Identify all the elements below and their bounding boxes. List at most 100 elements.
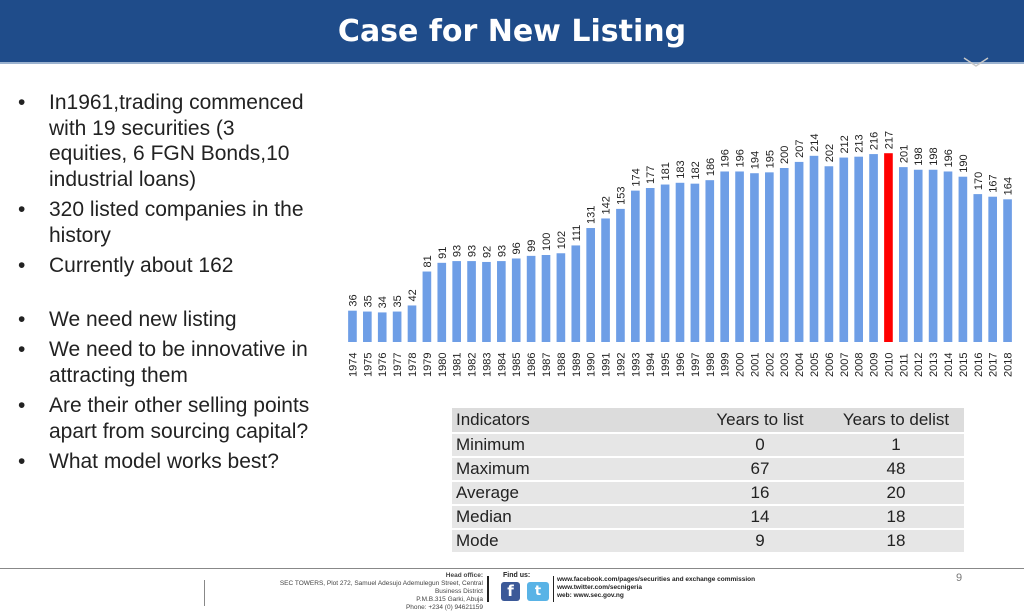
x-tick-label-1992: 1992 <box>615 353 627 377</box>
bullet-item: • What model works best? <box>18 449 318 475</box>
bullet-marker: • <box>18 450 26 473</box>
bar-1995 <box>660 184 670 342</box>
x-tick-label-2005: 2005 <box>809 353 821 377</box>
data-label-2004: 207 <box>794 140 806 158</box>
bullet-text: We need to be innovative in attracting t… <box>49 338 308 387</box>
table-cell: 0 <box>692 433 828 458</box>
bar-1975 <box>363 311 372 342</box>
x-tick-label-2012: 2012 <box>913 353 925 377</box>
data-label-2009: 216 <box>869 132 881 150</box>
table-row: Mode 9 18 <box>452 529 964 554</box>
x-tick-label-2016: 2016 <box>973 353 985 377</box>
data-label-2018: 164 <box>1003 177 1015 195</box>
bullet-item: • In1961,trading commenced with 19 secur… <box>18 90 318 192</box>
data-label-2003: 200 <box>779 146 791 164</box>
bullet-marker: • <box>18 198 26 221</box>
x-tick-label-2011: 2011 <box>898 353 910 377</box>
bullet-text: In1961,trading commenced with 19 securit… <box>49 91 304 191</box>
bar-1985 <box>511 258 521 342</box>
page-number: 9 <box>956 572 963 584</box>
website-link[interactable]: web: www.sec.gov.ng <box>557 592 624 599</box>
bar-1977 <box>392 311 402 342</box>
bullet-marker: • <box>18 307 26 331</box>
bar-1984 <box>497 261 506 342</box>
data-label-2016: 170 <box>973 172 985 190</box>
data-label-2015: 190 <box>958 154 970 172</box>
x-tick-label-1981: 1981 <box>452 353 464 377</box>
table-cell: 14 <box>692 505 828 530</box>
data-label-2012: 198 <box>913 147 925 165</box>
table-header-row: Indicators Years to list Years to delist <box>452 408 964 434</box>
table-cell: Minimum <box>452 433 692 458</box>
bar-1993 <box>631 190 640 342</box>
data-label-2008: 213 <box>854 134 866 152</box>
data-label-1988: 102 <box>556 231 568 249</box>
x-tick-label-1986: 1986 <box>526 353 538 377</box>
data-label-1985: 96 <box>511 242 523 254</box>
x-tick-label-1982: 1982 <box>467 353 479 377</box>
bar-1999 <box>720 171 729 342</box>
table-cell: Median <box>452 505 692 530</box>
address-line: SEC TOWERS, Plot 272, Samuel Adesujo Ade… <box>279 580 483 587</box>
x-tick-label-2007: 2007 <box>839 353 851 377</box>
x-tick-label-1979: 1979 <box>422 353 434 377</box>
twitter-icon[interactable]: t <box>527 582 549 601</box>
bar-2011 <box>899 167 908 342</box>
table-cell: Mode <box>452 529 692 554</box>
bullet-marker: • <box>18 394 26 417</box>
footer: Head office: SEC TOWERS, Plot 272, Samue… <box>205 572 825 611</box>
data-label-2014: 196 <box>943 149 955 167</box>
table-cell: 18 <box>828 529 964 554</box>
x-tick-label-2000: 2000 <box>735 353 747 377</box>
bar-2012 <box>913 169 923 342</box>
bar-1974 <box>348 310 357 342</box>
table-cell: 16 <box>692 481 828 506</box>
x-tick-label-1997: 1997 <box>690 353 702 377</box>
data-label-2017: 167 <box>988 174 1000 192</box>
bar-2006 <box>824 166 834 342</box>
bar-2014 <box>943 171 953 342</box>
x-tick-label-2001: 2001 <box>749 353 761 377</box>
x-tick-label-1994: 1994 <box>645 353 657 377</box>
table-row: Maximum 67 48 <box>452 457 964 482</box>
twitter-link[interactable]: www.twitter.com/secnigeria <box>557 584 643 591</box>
bar-2017 <box>988 196 997 342</box>
x-tick-label-2015: 2015 <box>958 353 970 377</box>
bar-2000 <box>735 171 744 342</box>
data-label-2005: 214 <box>809 133 821 151</box>
x-tick-label-1989: 1989 <box>571 353 583 377</box>
table-row: Median 14 18 <box>452 505 964 530</box>
data-label-1980: 91 <box>437 247 449 259</box>
bar-2015 <box>958 176 968 342</box>
bar-1979 <box>422 271 432 342</box>
x-tick-label-1977: 1977 <box>392 353 404 377</box>
facebook-icon[interactable]: f <box>501 582 520 601</box>
x-tick-label-1978: 1978 <box>407 353 419 377</box>
x-tick-label-2008: 2008 <box>854 353 866 377</box>
phone-number: Phone: +234 (0) 94621159 <box>405 604 483 611</box>
data-label-1989: 111 <box>571 225 583 242</box>
bar-1989 <box>571 245 581 342</box>
table-cell: 20 <box>828 481 964 506</box>
bar-1981 <box>452 261 461 342</box>
table-cell: 48 <box>828 457 964 482</box>
bullet-marker: • <box>18 338 26 361</box>
listing-indicators-table: Indicators Years to list Years to delist… <box>452 408 964 554</box>
data-label-1992: 153 <box>615 187 627 205</box>
x-tick-label-1985: 1985 <box>511 353 523 377</box>
x-tick-label-2013: 2013 <box>928 353 940 377</box>
data-label-1994: 177 <box>645 166 657 184</box>
bar-1996 <box>675 182 685 342</box>
x-tick-label-1993: 1993 <box>630 353 642 377</box>
bullet-text: Are their other selling points apart fro… <box>49 394 310 443</box>
data-label-1982: 93 <box>467 245 479 257</box>
data-label-1986: 99 <box>526 240 538 252</box>
bar-2002 <box>765 172 774 342</box>
head-office-label: Head office: <box>445 572 483 579</box>
bullet-text: What model works best? <box>49 450 279 473</box>
bullet-item: • Currently about 162 <box>18 253 318 279</box>
table-row: Minimum 0 1 <box>452 433 964 458</box>
bar-1978 <box>407 305 417 342</box>
bar-2005 <box>809 155 819 342</box>
facebook-link[interactable]: www.facebook.com/pages/securities and ex… <box>557 576 756 583</box>
